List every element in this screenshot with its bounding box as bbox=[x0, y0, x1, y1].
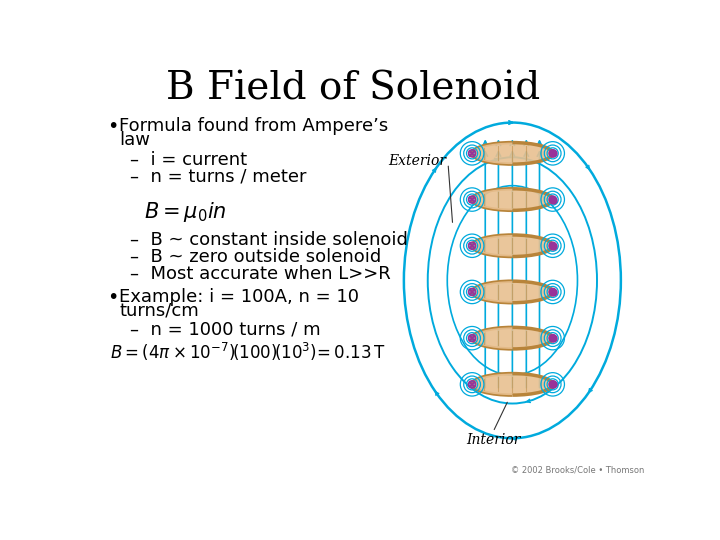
Text: –  Most accurate when L>>R: – Most accurate when L>>R bbox=[130, 265, 391, 283]
Ellipse shape bbox=[472, 189, 553, 211]
Text: B Field of Solenoid: B Field of Solenoid bbox=[166, 71, 541, 108]
Ellipse shape bbox=[472, 143, 553, 164]
Text: $B = \mu_0 in$: $B = \mu_0 in$ bbox=[144, 200, 227, 224]
Ellipse shape bbox=[472, 327, 553, 349]
Text: Interior: Interior bbox=[466, 433, 520, 447]
Text: –  n = turns / meter: – n = turns / meter bbox=[130, 168, 307, 186]
Ellipse shape bbox=[472, 281, 553, 303]
Text: –  i = current: – i = current bbox=[130, 151, 248, 169]
Text: Example: i = 100A, n = 10: Example: i = 100A, n = 10 bbox=[120, 288, 359, 306]
Text: •: • bbox=[107, 117, 118, 136]
Text: $B = \left(4\pi \times 10^{-7}\right)\!\left(100\right)\!\left(10^{3}\right)\!=0: $B = \left(4\pi \times 10^{-7}\right)\!\… bbox=[110, 340, 386, 362]
Text: turns/cm: turns/cm bbox=[120, 302, 199, 320]
Ellipse shape bbox=[472, 235, 553, 256]
Ellipse shape bbox=[472, 374, 553, 395]
Text: •: • bbox=[107, 288, 118, 307]
Text: –  B ~ zero outside solenoid: – B ~ zero outside solenoid bbox=[130, 248, 382, 266]
Text: –  n = 1000 turns / m: – n = 1000 turns / m bbox=[130, 320, 321, 339]
Text: Formula found from Ampere’s: Formula found from Ampere’s bbox=[120, 117, 389, 135]
Text: Exterior: Exterior bbox=[389, 154, 446, 168]
Text: law: law bbox=[120, 131, 150, 149]
Text: © 2002 Brooks/Cole • Thomson: © 2002 Brooks/Cole • Thomson bbox=[510, 465, 644, 475]
Text: –  B ~ constant inside solenoid: – B ~ constant inside solenoid bbox=[130, 231, 408, 249]
